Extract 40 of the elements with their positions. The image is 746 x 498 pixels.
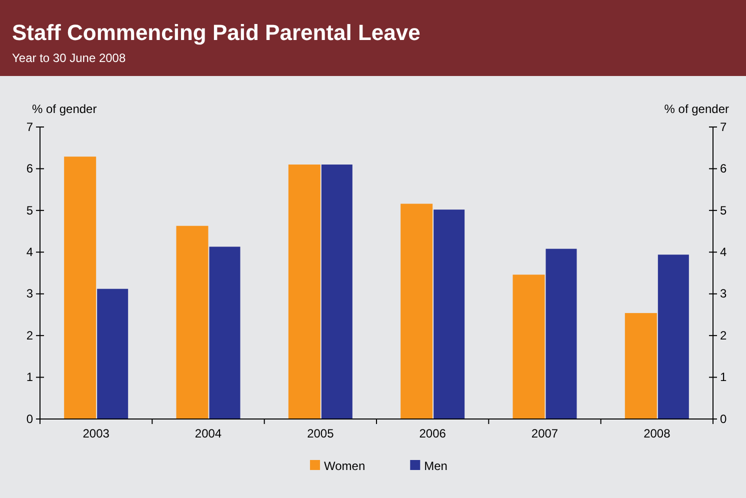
x-tick-label: 2004	[194, 426, 222, 441]
y2-axis-title: % of gender	[664, 102, 729, 116]
y2-tick-label: 2	[720, 328, 727, 342]
y2-tick-label: 5	[720, 203, 727, 218]
x-tick-label: 2007	[531, 426, 558, 441]
bar	[321, 164, 352, 419]
y2-tick-label: 3	[720, 286, 727, 301]
x-tick-label: 2008	[644, 426, 671, 441]
y-tick-label: 3	[26, 286, 34, 301]
bar	[97, 288, 128, 419]
chart-subtitle: Year to 30 June 2008	[12, 51, 126, 65]
bar	[546, 248, 577, 419]
x-tick-label: 2005	[307, 426, 334, 441]
y-tick-label: 1	[26, 370, 34, 384]
bar	[176, 226, 208, 419]
bar	[288, 164, 320, 419]
bar	[512, 274, 545, 419]
y-tick-label: 6	[26, 162, 34, 176]
y-tick-label: 0	[26, 412, 34, 426]
bar	[624, 313, 657, 419]
y2-tick-label: 4	[720, 244, 727, 259]
bar	[209, 246, 240, 419]
y-axis-title: % of gender	[32, 102, 97, 116]
bar	[64, 156, 96, 419]
bar	[434, 210, 465, 419]
legend-label: Men	[424, 459, 448, 473]
y2-tick-label: 6	[720, 162, 727, 176]
x-tick-label: 2003	[82, 426, 110, 441]
y2-tick-label: 7	[720, 120, 727, 134]
y-tick-label: 5	[26, 203, 34, 218]
y2-tick-label: 0	[720, 412, 727, 426]
y2-tick-label: 1	[720, 370, 727, 384]
bar	[400, 204, 433, 419]
y-tick-label: 2	[26, 328, 34, 342]
legend-label: Women	[324, 459, 366, 473]
y-tick-label: 7	[26, 120, 34, 134]
y-tick-label: 4	[26, 244, 34, 259]
chart-title: Staff Commencing Paid Parental Leave	[12, 20, 420, 45]
bar	[658, 254, 689, 419]
x-tick-label: 2006	[419, 426, 446, 441]
